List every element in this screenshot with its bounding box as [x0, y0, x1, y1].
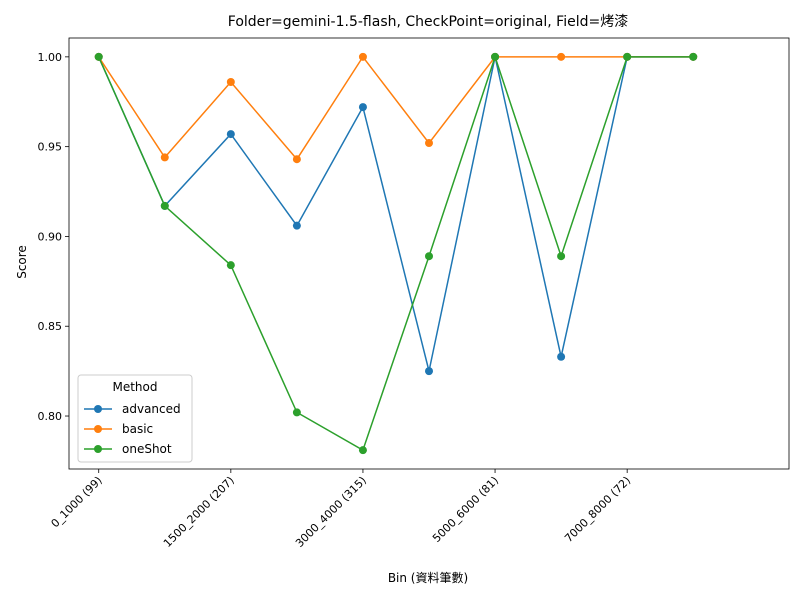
plot-area [68, 37, 790, 470]
data-point-basic [557, 52, 566, 61]
y-tick-label: 0.95 [38, 141, 63, 154]
legend-box [77, 374, 193, 463]
data-point-oneShot [226, 261, 235, 270]
data-point-basic [358, 52, 367, 61]
data-point-advanced [425, 367, 433, 376]
legend-label-basic: basic [122, 422, 153, 436]
x-axis-title: Bin (資料筆數) [388, 571, 468, 585]
data-point-oneShot [425, 252, 433, 261]
x-tick-label: 1500_2000 (207) [161, 474, 237, 550]
y-tick-label: 0.90 [38, 230, 63, 243]
data-point-basic [425, 139, 433, 148]
data-point-advanced [292, 221, 301, 230]
legend: Method advanced basic oneShot [77, 374, 193, 463]
x-tick-label: 3000_4000 (315) [293, 474, 369, 550]
y-tick-label: 0.80 [38, 410, 63, 423]
x-tick-label: 5000_6000 (81) [430, 474, 501, 545]
chart-title: Folder=gemini-1.5-flash, CheckPoint=orig… [228, 14, 628, 30]
x-axis: 0_1000 (99) 1500_2000 (207) 3000_4000 (315… [49, 469, 633, 550]
data-point-oneShot [623, 52, 632, 61]
data-point-advanced [557, 352, 566, 361]
data-point-basic [160, 153, 169, 162]
data-point-oneShot [94, 52, 103, 61]
legend-title: Method [112, 380, 157, 394]
data-point-oneShot [491, 52, 500, 61]
data-point-basic [292, 155, 301, 164]
legend-marker-advanced [94, 405, 102, 413]
data-point-oneShot [689, 52, 698, 61]
series-line-oneShot [98, 54, 694, 452]
series-oneShot [94, 52, 698, 455]
series-line-advanced [98, 56, 694, 372]
legend-marker-basic [94, 425, 102, 433]
x-tick-label: 0_1000 (99) [49, 474, 105, 530]
y-tick-label: 1.00 [38, 51, 63, 64]
y-axis-title: Score [15, 245, 29, 279]
data-point-oneShot [292, 408, 301, 417]
data-point-oneShot [358, 446, 367, 455]
legend-label-oneShot: oneShot [122, 442, 172, 456]
data-point-advanced [226, 130, 235, 139]
x-tick-label: 7000_8000 (72) [562, 474, 633, 545]
data-point-oneShot [557, 252, 566, 261]
legend-marker-oneShot [94, 445, 102, 453]
data-point-basic [226, 77, 235, 86]
data-point-oneShot [160, 201, 169, 210]
legend-label-advanced: advanced [122, 402, 181, 416]
series-layer [94, 52, 698, 455]
y-axis: 0.80 0.85 0.90 0.95 1.00 [38, 51, 69, 423]
data-point-advanced [358, 103, 367, 112]
y-tick-label: 0.85 [38, 320, 63, 333]
plot-frame [68, 37, 790, 470]
series-line-basic [98, 55, 694, 161]
